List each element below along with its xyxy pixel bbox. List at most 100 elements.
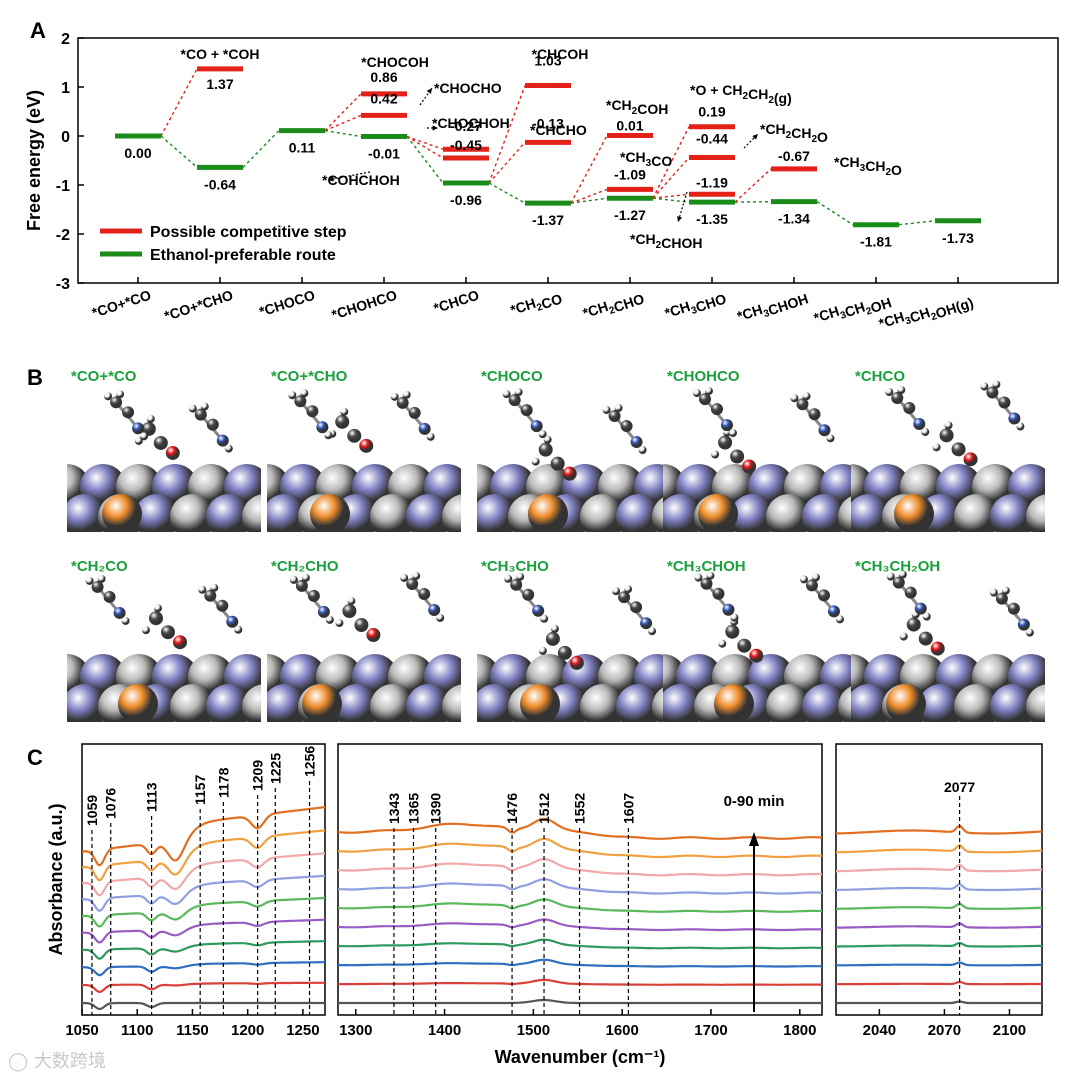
y-tick-label: 1 (61, 80, 70, 97)
surface-atom (406, 494, 452, 532)
amine-atom (886, 572, 895, 581)
structure-tile: *CH₂CHO (267, 552, 461, 722)
legend-label: Possible competitive step (150, 224, 347, 241)
amine-atom (648, 627, 657, 636)
amine-atom (1017, 618, 1030, 631)
competitive-connector (406, 135, 444, 150)
copper-atom (310, 494, 350, 532)
amine-atom (210, 583, 219, 592)
surface-atom (370, 684, 416, 722)
amine-atom (140, 432, 149, 441)
species-label: *O + CH2CH2(g) (690, 82, 792, 106)
adsorbate-atom (550, 624, 559, 633)
species-label: *CHOCHOH (432, 115, 510, 131)
structure-label: *CHOHCO (667, 368, 740, 385)
amine-atom (914, 602, 927, 615)
amine-atom (998, 396, 1011, 409)
surface-atom (267, 494, 308, 532)
route-value-label: -1.73 (942, 230, 974, 246)
amine-atom (200, 402, 209, 411)
x-tick-label: *CH3CH2OH (812, 287, 894, 334)
competitive-value-label: -0.13 (532, 115, 564, 131)
amine-atom (826, 434, 835, 443)
surface-atom (802, 494, 848, 532)
species-label: *COHCHOH (322, 172, 400, 188)
copper-atom (118, 684, 158, 722)
spectrum-line (82, 981, 325, 994)
amine-atom (288, 391, 297, 400)
amine-atom (700, 577, 713, 590)
peak-label: 1607 (620, 793, 636, 824)
amine-atom (799, 575, 808, 584)
peak-label: 1552 (572, 793, 588, 824)
amine-atom (514, 388, 523, 397)
adsorbate-atom (569, 655, 584, 670)
x-tick-label: *CHOCO (257, 287, 317, 320)
adsorbate-atom (153, 435, 168, 450)
amine-atom (224, 444, 233, 453)
adsorbate-atom (538, 442, 553, 457)
structure-label: *CHOCO (481, 368, 543, 385)
structure-label: *CH₃CH₂OH (855, 558, 941, 575)
surface-atom (406, 684, 452, 722)
amine-atom (722, 603, 735, 616)
x-tick-label: *CHOHCO (330, 287, 399, 323)
x-tick-label: *CH3CHOH (735, 287, 810, 328)
amine-atom (728, 429, 737, 438)
x-tick-label: 1500 (517, 1022, 550, 1039)
adsorbate-atom (963, 452, 978, 467)
x-tick-label: 1050 (65, 1022, 98, 1039)
structure-render (267, 571, 461, 722)
peak-label: 1390 (428, 793, 444, 824)
adsorbate-atom (141, 626, 150, 635)
spectrum-line (82, 961, 325, 977)
surface-atom (766, 684, 812, 722)
amine-atom (289, 575, 298, 584)
amine-atom (808, 408, 821, 421)
route-value-label: -1.27 (614, 207, 646, 223)
competitive-connector (734, 168, 772, 203)
competitive-value-label: 1.03 (534, 53, 561, 69)
x-tick-label: 1250 (286, 1022, 319, 1039)
surface-atom (990, 494, 1036, 532)
surface-atom (242, 684, 261, 722)
competitive-connector (406, 135, 444, 159)
time-arrowhead (749, 832, 759, 846)
surface-atom (1026, 684, 1045, 722)
amine-atom (522, 588, 535, 601)
annotation-arrowhead (752, 134, 758, 140)
spectrum-line (337, 837, 823, 859)
time-label: 0-90 min (724, 793, 785, 810)
amine-atom (97, 574, 106, 583)
species-label: *CH3CH2O (834, 154, 902, 178)
x-tick-label: *CHCO (432, 287, 481, 317)
amine-atom (897, 386, 906, 395)
competitive-value-label: -0.44 (696, 131, 728, 147)
spectrum-line (836, 883, 1042, 892)
amine-atom (818, 424, 831, 437)
adsorbate-atom (148, 611, 163, 626)
adsorbate-atom (160, 625, 175, 640)
structure-tile: *CH₂CO (67, 552, 261, 722)
camera-logo-icon: ◯ (8, 1051, 29, 1072)
amine-atom (811, 573, 820, 582)
plot-frame (77, 37, 1059, 284)
structure-tile: *CH₃CHO (477, 552, 671, 722)
adsorbate-atom (557, 645, 572, 660)
copper-atom (520, 684, 560, 722)
panel-b-label: B (27, 365, 43, 390)
competitive-value-label: -1.09 (614, 166, 646, 182)
surface-atom (242, 494, 261, 532)
amine-atom (428, 603, 441, 616)
y-tick-label: 0 (61, 129, 70, 146)
peak-label: 1076 (103, 788, 119, 819)
amine-atom (827, 605, 840, 618)
competitive-value-label: -0.27 (450, 118, 482, 134)
adsorbate-atom (711, 450, 720, 459)
competitive-value-label: 0.01 (616, 118, 643, 134)
surface-atom (802, 684, 848, 722)
amine-atom (710, 403, 723, 416)
structure-tile: *CH₃CHOH (663, 552, 857, 722)
structure-tile: *CHOHCO (663, 362, 857, 532)
amine-atom (295, 579, 308, 592)
